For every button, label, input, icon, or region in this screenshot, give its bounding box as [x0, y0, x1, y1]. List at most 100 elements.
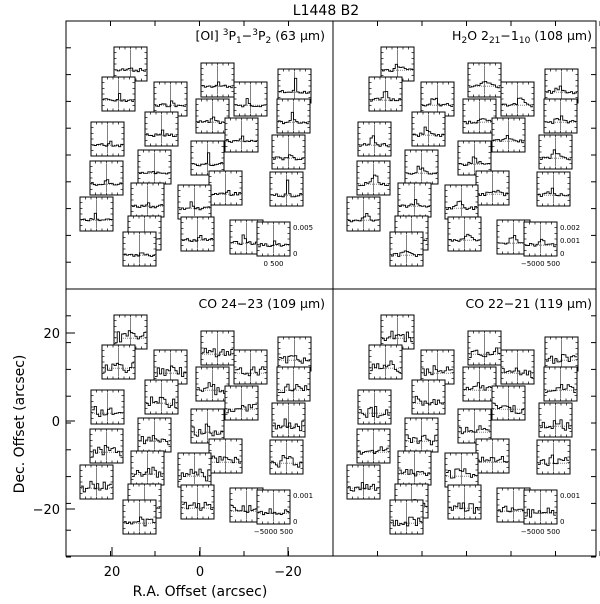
spectrum-line — [210, 455, 241, 464]
spectrum-line — [192, 423, 223, 437]
spectrum-box — [538, 134, 573, 170]
spectrum-line — [525, 238, 556, 248]
spectrum-line — [464, 382, 495, 394]
spectrum-line — [493, 402, 524, 414]
spectrum-box — [420, 349, 455, 385]
spectrum-line — [348, 213, 379, 223]
spectrum-line — [546, 353, 577, 364]
spectrum-box — [122, 499, 157, 535]
spectrum-line — [235, 366, 266, 377]
spectrum-box — [544, 68, 579, 104]
scale-label: 0 — [560, 250, 564, 258]
spectrum-line — [358, 446, 389, 455]
spectrum-line — [449, 502, 480, 514]
spectrum-box — [368, 76, 403, 112]
spectrum-box — [177, 452, 212, 488]
spectrum-box — [153, 349, 188, 385]
spectrum-box — [200, 330, 235, 366]
spectrum-box — [538, 402, 573, 438]
spectrum-box — [475, 438, 510, 474]
spectrum-line — [139, 170, 170, 175]
spectrum-line — [271, 179, 302, 198]
spectrum-box — [180, 484, 215, 520]
spectrum-box — [195, 366, 230, 402]
spectrum-line — [226, 403, 257, 414]
spectrum-line — [182, 235, 213, 243]
spectrum-box — [536, 171, 571, 207]
spectrum-box — [144, 111, 179, 147]
spectrum-line — [422, 97, 453, 107]
scale-label: 0.002 — [560, 224, 580, 232]
scale-label: 0.001 — [560, 492, 580, 500]
spectrum-box — [356, 160, 391, 196]
spectrum-line — [469, 80, 500, 89]
spectrum-box — [89, 428, 124, 464]
scale-label: 0.005 — [293, 224, 313, 232]
spectrum-line — [278, 383, 309, 393]
spectrum-box — [491, 385, 526, 421]
spectrum-line — [192, 152, 223, 167]
spectrum-line — [132, 466, 163, 478]
spectrum-line — [146, 396, 177, 409]
spectrum-line — [115, 330, 146, 344]
spectrum-line — [115, 67, 146, 73]
panel-top-right: H2O 221−110 (108 μm) 0.002 0.001 0−5000 500 — [346, 28, 592, 268]
spectrum-line — [382, 63, 413, 72]
spectrum-line — [477, 189, 508, 197]
spectrum-line — [538, 187, 569, 197]
spectrum-line — [422, 365, 453, 376]
spectrum-line — [279, 77, 310, 94]
spectrum-line — [538, 454, 569, 467]
spectrum-box — [543, 366, 578, 402]
spectrum-box — [411, 111, 446, 147]
spectrum-box — [444, 452, 479, 488]
spectrum-line — [92, 140, 123, 148]
spectrum-box — [346, 464, 381, 500]
spectrum-line — [179, 201, 210, 211]
spectrum-box — [224, 117, 259, 153]
x-tick-label: 20 — [104, 565, 121, 580]
spectrum-box — [357, 389, 392, 425]
spectrum-box — [544, 336, 579, 372]
spectrum-line — [124, 516, 155, 527]
spectrum-box — [233, 349, 268, 385]
panel-label: [OI] 3P1−3P2 (63 μm) — [195, 28, 325, 46]
panel-top-left: [OI] 3P1−3P2 (63 μm) 0.005 0 0 500 — [79, 28, 325, 268]
x-tick-label: −20 — [274, 565, 301, 580]
spectrum-line — [498, 505, 529, 516]
spectrum-box — [523, 489, 558, 525]
scale-label: 0 500 — [263, 260, 283, 268]
spectrum-box — [467, 62, 502, 98]
spectrum-line — [132, 202, 163, 209]
spectrum-line — [370, 360, 401, 373]
scale-label: 0.001 — [293, 492, 313, 500]
spectrum-line — [231, 234, 262, 246]
spectrum-line — [391, 516, 422, 527]
spectrum-line — [202, 347, 233, 358]
spectrum-box — [137, 149, 172, 185]
spectrum-line — [155, 100, 186, 108]
scale-label: −5000 500 — [254, 528, 293, 536]
spectrum-line — [182, 501, 213, 511]
scale-label: 0 — [560, 518, 564, 526]
spectrum-box — [420, 81, 455, 117]
spectrum-box — [144, 379, 179, 415]
spectrum-line — [464, 118, 495, 125]
scale-label: 0 — [293, 250, 297, 258]
x-axis-label: R.A. Offset (arcsec) — [133, 584, 268, 600]
spectrum-line — [525, 507, 556, 518]
spectrum-line — [359, 406, 390, 418]
spectrum-box — [389, 231, 424, 267]
spectrum-box — [447, 216, 482, 252]
spectrum-box — [177, 184, 212, 220]
panel-label: CO 22−21 (119 μm) — [465, 296, 592, 311]
spectrum-line — [459, 425, 490, 435]
spectrum-line — [469, 347, 500, 359]
spectrum-line — [399, 469, 430, 477]
spectrum-box — [113, 314, 148, 350]
spectrum-box — [380, 46, 415, 82]
spectrum-line — [413, 126, 444, 137]
spectrum-line — [139, 435, 170, 446]
spectrum-box — [153, 81, 188, 117]
spectrum-box — [122, 231, 157, 267]
